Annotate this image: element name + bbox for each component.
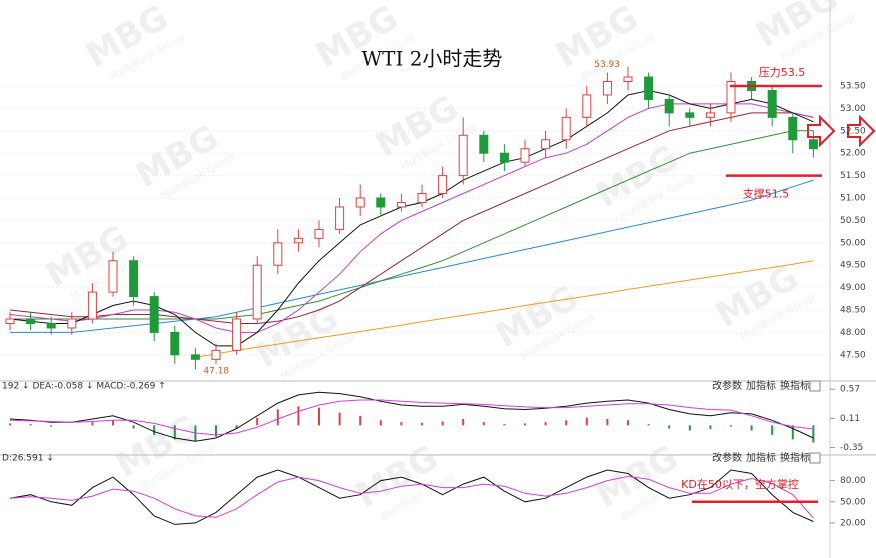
y-tick-label: 48.50 [840,306,866,316]
candle-body [582,94,592,118]
candle-body [273,242,283,266]
indicator-header: D:26.591 ↓ [2,454,54,464]
high-label: 53.93 [594,60,620,70]
y-tick-label: -0.35 [840,443,863,453]
y-tick-label: 53.50 [840,81,866,91]
candle-body [149,296,159,333]
candle-body [705,112,715,118]
indicator-line [9,103,814,333]
candle-body [5,318,15,324]
y-tick-label: 50.00 [840,497,866,507]
indicator-line [9,399,814,436]
y-tick-label: 53.00 [840,104,866,114]
candle-body [232,318,242,351]
candle-body [541,139,551,150]
y-tick-label: 52.50 [840,126,866,136]
candle-body [458,134,468,177]
arrow-icon [847,114,876,148]
candle-body [190,354,200,360]
y-tick-label: 0.57 [840,385,860,395]
candle-body [417,193,427,203]
low-label: 47.18 [203,367,229,377]
y-tick-label: 52.00 [840,149,866,159]
level-label: 支撑51.5 [743,187,790,201]
y-tick-label: 48.00 [840,328,866,338]
candle-body [355,197,365,208]
candle-body [767,89,777,118]
y-tick-label: 80.00 [840,476,866,486]
candle-body [788,116,798,141]
chart-title: WTI 2小时走势 [362,47,503,71]
candle-body [479,134,489,154]
level-label: KD在50以下，空方掌控 [681,477,799,491]
indicator-button[interactable]: 换指标 [780,379,810,392]
candle-body [726,81,736,114]
candle-body [520,148,530,163]
y-tick-label: 0.11 [840,414,860,424]
candle-body [46,322,56,329]
indicator-line [10,179,814,333]
indicator-line [9,469,814,525]
candle-body [211,349,221,360]
indicator-line [195,260,814,358]
candle-body [499,152,509,163]
indicator-line [9,89,814,347]
candle-body [685,112,695,118]
indicator-button[interactable]: 加指标 [746,451,776,464]
indicator-button[interactable]: 加指标 [746,379,776,392]
candle-body [396,201,406,208]
indicator-line [9,391,814,442]
candle-body [87,291,97,320]
y-tick-label: 49.50 [840,261,866,271]
candle-body [376,197,386,208]
candle-body [644,76,654,100]
indicator-line [10,130,814,320]
candle-body [293,237,303,244]
y-tick-label: 50.00 [840,238,866,248]
y-tick-label: 51.00 [840,194,866,204]
y-tick-label: 49.00 [840,283,866,293]
level-label: 压力53.5 [759,66,806,79]
close-button[interactable] [809,452,821,464]
y-tick-label: 51.50 [840,171,866,181]
candle-body [602,81,612,96]
indicator-button[interactable]: 改参数 [712,451,742,464]
indicator-line [9,112,814,324]
candle-body [623,76,633,83]
y-tick-label: 47.50 [840,350,866,360]
candle-body [314,228,324,239]
candle-body [664,98,674,114]
candle-body [335,206,345,230]
candle-body [808,139,818,150]
indicator-button[interactable]: 改参数 [712,379,742,392]
candle-body [252,264,262,320]
candle-body [561,116,571,141]
close-button[interactable] [809,380,821,392]
y-tick-label: 20.00 [840,518,866,528]
candle-body [108,260,118,293]
y-tick-label: 50.50 [840,216,866,226]
candle-body [170,331,180,356]
candle-body [438,175,448,195]
candle-body [26,318,36,324]
indicator-header: 192 ↓ DEA:-0.058 ↓ MACD:-0.269 ↑ [2,382,166,392]
indicator-line [9,475,814,519]
candle-body [67,318,77,329]
indicator-button[interactable]: 换指标 [780,451,810,464]
candle-body [129,260,139,298]
